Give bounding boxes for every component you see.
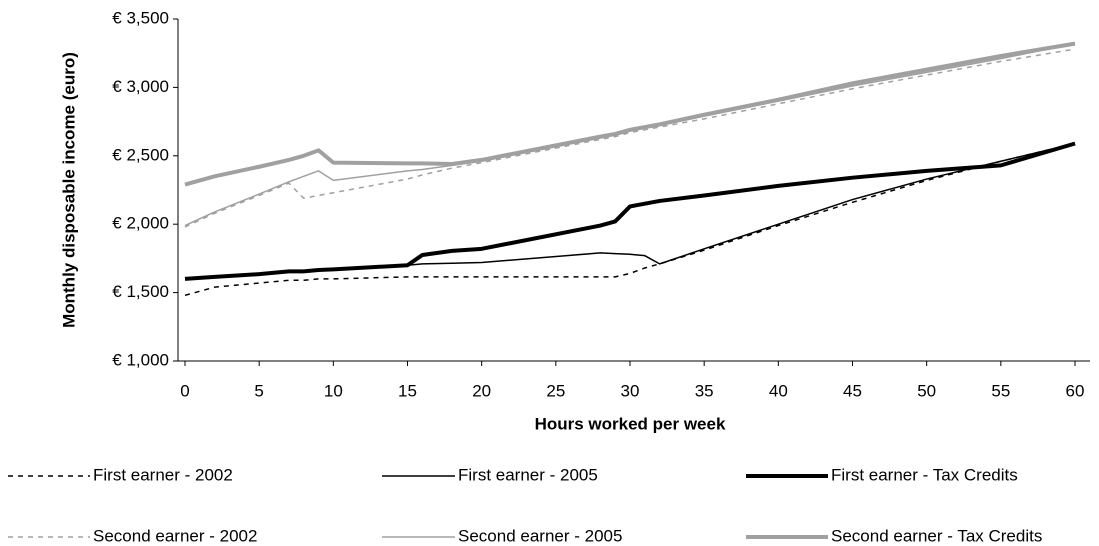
- legend-label: First earner - 2002: [93, 465, 233, 484]
- y-tick-label: € 3,500: [112, 8, 169, 27]
- series-line: [184, 142, 1076, 297]
- x-tick-label: 25: [546, 381, 565, 400]
- x-tick-label: 45: [843, 381, 862, 400]
- legend-label: First earner - 2005: [458, 465, 598, 484]
- series-line: [184, 141, 1076, 281]
- y-tick-label: € 3,000: [112, 77, 169, 96]
- legend-label: Second earner - 2005: [458, 526, 622, 545]
- series-line: [184, 42, 1076, 227]
- y-tick-label: € 2,500: [112, 145, 169, 164]
- legend-label: Second earner - Tax Credits: [831, 526, 1042, 545]
- y-tick-label: € 2,000: [112, 214, 169, 233]
- x-tick-label: 55: [991, 381, 1010, 400]
- x-tick-label: 40: [769, 381, 788, 400]
- x-tick-label: 15: [398, 381, 417, 400]
- legend-label: Second earner - 2002: [93, 526, 257, 545]
- series-line: [184, 41, 1076, 187]
- y-tick-label: € 1,000: [112, 350, 169, 369]
- x-tick-label: 10: [324, 381, 343, 400]
- x-tick-label: 5: [254, 381, 263, 400]
- x-tick-label: 20: [472, 381, 491, 400]
- series-line: [184, 48, 1076, 228]
- legend-label: First earner - Tax Credits: [831, 465, 1018, 484]
- x-axis-label: Hours worked per week: [535, 414, 726, 433]
- x-tick-label: 35: [695, 381, 714, 400]
- y-tick-label: € 1,500: [112, 282, 169, 301]
- series-line: [184, 142, 1076, 280]
- x-tick-label: 0: [180, 381, 189, 400]
- y-axis-label: Monthly disposable income (euro): [59, 52, 78, 328]
- x-tick-label: 60: [1066, 381, 1085, 400]
- x-tick-label: 30: [621, 381, 640, 400]
- x-tick-label: 50: [917, 381, 936, 400]
